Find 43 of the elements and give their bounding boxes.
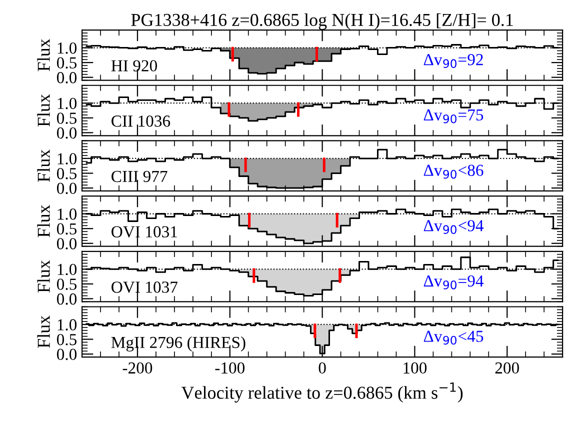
annotation: CII 1036: [112, 115, 170, 127]
annotation: OVI 1037: [112, 282, 178, 293]
annotation: Δv$_{90}$<94: [424, 220, 484, 234]
x-tick-label: 100: [404, 362, 427, 374]
y-tick-label: 0.0: [56, 238, 77, 250]
y-tick-label: 0.5: [56, 278, 77, 290]
y-tick-label: 0.0: [56, 182, 77, 194]
y-axis-title: Flux: [37, 150, 50, 182]
x-axis-title: Velocity relative to z=0.6865 (km s$^{−1}$): [181, 382, 463, 403]
annotation: Δv$_{90}$=92: [424, 54, 483, 68]
y-tick-label: 0.5: [56, 223, 77, 235]
y-tick-label: 1.0: [58, 98, 77, 110]
y-tick-label: 0.5: [56, 168, 77, 180]
y-tick-label: 1.0: [58, 153, 77, 164]
annotation: Δv$_{90}$=75: [424, 109, 484, 124]
annotation: Δv$_{90}$<86: [424, 164, 484, 179]
annotation: HI 920: [111, 60, 157, 72]
x-tick-label: 200: [495, 362, 519, 374]
y-tick-label: 1.0: [58, 319, 77, 331]
y-tick-label: 1.0: [58, 264, 77, 276]
y-tick-label: 1.0: [58, 208, 77, 220]
annotation: OVI 1031: [112, 226, 177, 238]
y-axis-title: Flux: [37, 94, 50, 127]
x-tick-label: 0: [318, 362, 326, 374]
y-tick-label: 0.5: [56, 57, 77, 69]
annotation: CIII 977: [112, 170, 168, 182]
y-tick-label: 0.5: [56, 112, 77, 124]
y-axis-title: Flux: [37, 316, 50, 348]
y-axis-title: Flux: [37, 38, 50, 72]
annotation: MgII 2796 (HIRES): [111, 336, 246, 352]
y-axis-title: Flux: [37, 260, 50, 293]
y-tick-label: 0.0: [56, 348, 77, 360]
y-axis-title: Flux: [37, 204, 50, 238]
y-tick-label: 0.0: [56, 293, 77, 305]
x-tick-label: -100: [215, 362, 245, 374]
x-tick-label: -200: [122, 362, 152, 374]
annotation: Δv$_{90}$=94: [424, 275, 484, 290]
y-tick-label: 1.0: [58, 42, 77, 54]
y-tick-label: 0.0: [56, 127, 77, 139]
y-tick-label: 0.0: [56, 72, 77, 84]
y-tick-label: 0.5: [56, 334, 77, 346]
annotation: Δv$_{90}$<45: [424, 330, 484, 345]
chart-title: PG1338+416 z=0.6865 log N(H I)=16.45 [Z/H]= 0.1: [131, 13, 513, 30]
